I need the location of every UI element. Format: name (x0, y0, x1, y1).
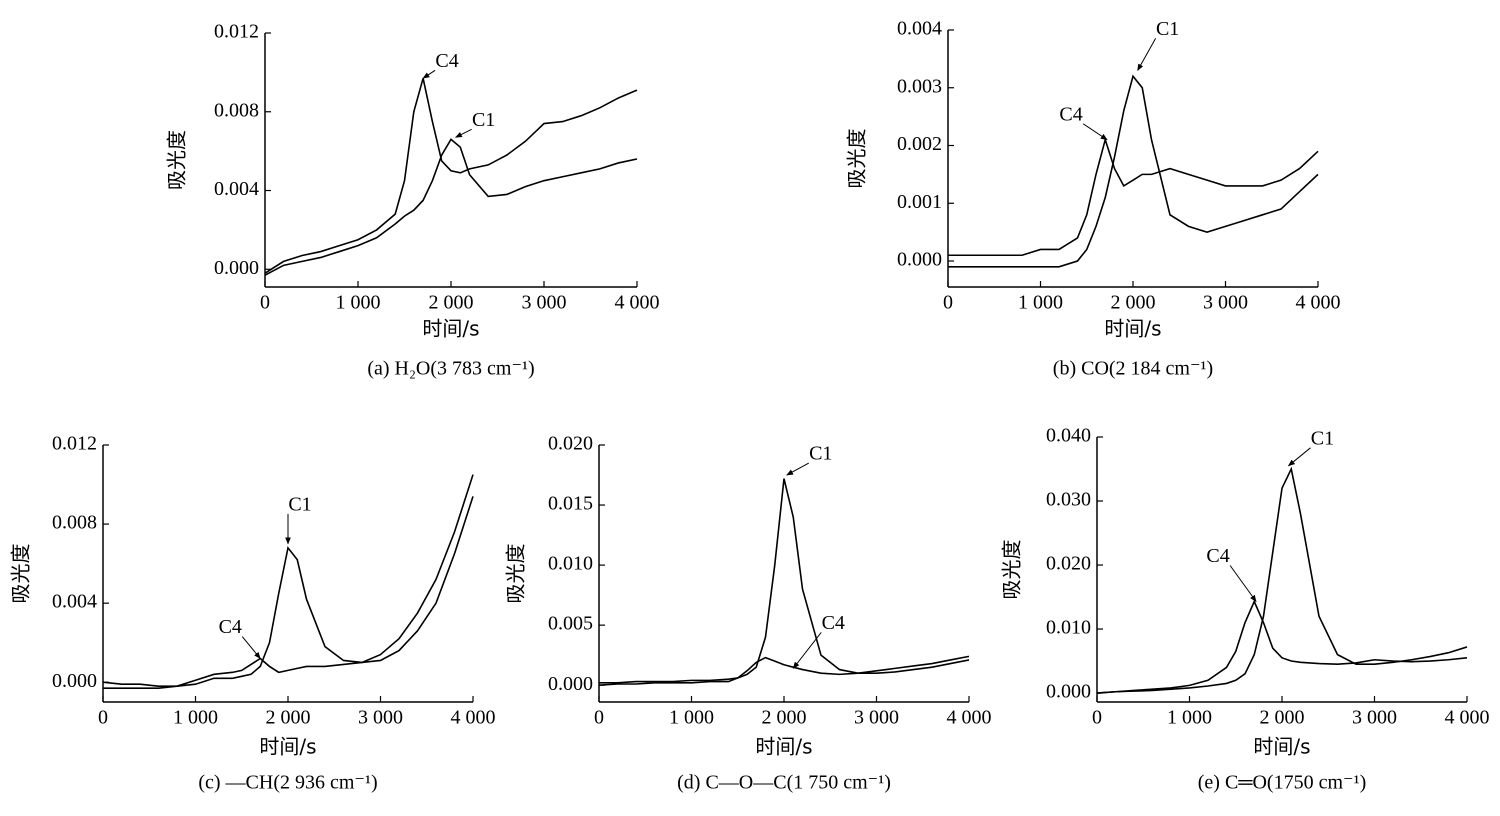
y-tick-label: 0.002 (897, 133, 942, 155)
annotation-label: C1 (1156, 18, 1179, 40)
annotation-arrow (1082, 123, 1108, 141)
y-tick-label: 0.003 (897, 75, 942, 97)
caption: (e) C═O(1750 cm⁻¹) (1198, 772, 1366, 794)
data-line (948, 136, 1319, 257)
annotation-label: C1 (809, 443, 832, 465)
annotation-label: C1 (288, 493, 311, 515)
y-tick-label: 0.000 (214, 257, 259, 279)
y-tick-label: 0.010 (1046, 617, 1091, 639)
y-tick-label: 0.030 (1046, 489, 1091, 511)
x-tick-label: 0 (98, 707, 108, 729)
x-axis-label: 时间/s (259, 735, 316, 759)
y-tick-label: 0.012 (52, 433, 97, 455)
x-tick-label: 4 000 (1445, 707, 1490, 729)
caption: (b) CO(2 184 cm⁻¹) (1053, 358, 1213, 380)
x-tick-label: 3 000 (854, 707, 899, 729)
y-tick-label: 0.012 (214, 21, 259, 43)
x-tick-label: 0 (943, 292, 953, 314)
x-tick-label: 1 000 (669, 707, 714, 729)
y-tick-label: 0.004 (214, 178, 259, 200)
panel: 0.000 0.004 0.008 0.012 0 1 000 2 000 3 000 4 00… (165, 21, 660, 380)
x-tick-label: 1 000 (173, 707, 218, 729)
y-tick-label: 0.001 (897, 191, 942, 213)
annotation-label: C4 (435, 50, 458, 72)
annotation-label: C1 (1311, 427, 1334, 449)
y-tick-label: 0.010 (548, 553, 593, 575)
annotation-label: C1 (472, 109, 495, 131)
x-tick-label: 3 000 (1203, 292, 1248, 314)
annotation-arrow (241, 636, 261, 660)
caption: (a) H₂O(3 783 cm⁻¹) (367, 358, 534, 380)
annotation-label: C4 (1059, 103, 1082, 125)
x-axis-label: 时间/s (422, 317, 479, 341)
x-tick-label: 2 000 (266, 707, 311, 729)
x-axis-label: 时间/s (755, 735, 812, 759)
y-tick-label: 0.004 (52, 591, 97, 613)
panel: 0.000 0.001 0.002 0.003 0.004 0 1 000 2 000 3 00… (845, 18, 1341, 380)
x-tick-label: 1 000 (1018, 292, 1063, 314)
x-axis-label: 时间/s (1253, 735, 1310, 759)
y-axis-label: 吸光度 (845, 129, 869, 189)
caption: (c) —CH(2 936 cm⁻¹) (198, 772, 377, 794)
x-tick-label: 3 000 (358, 707, 403, 729)
annotation-arrow (792, 632, 822, 669)
panel: 0.000 0.005 0.010 0.015 0.020 0 1 000 2 000 3 00… (504, 433, 992, 794)
y-axis-label: 吸光度 (504, 544, 528, 604)
data-line (103, 474, 474, 689)
annotation-arrow (422, 69, 436, 79)
data-line (1096, 599, 1468, 694)
panel: 0.000 0.010 0.020 0.030 0.040 0 1 000 2 000 3 00… (1000, 425, 1490, 794)
data-line (599, 478, 970, 684)
annotation-arrow (455, 128, 472, 138)
x-tick-label: 0 (1092, 707, 1102, 729)
annotation-arrow (1137, 38, 1157, 72)
x-tick-label: 4 000 (451, 707, 496, 729)
data-line (948, 74, 1319, 268)
y-axis-label: 吸光度 (1000, 540, 1024, 600)
annotation-arrow (786, 462, 810, 476)
x-tick-label: 2 000 (762, 707, 807, 729)
x-tick-label: 1 000 (1167, 707, 1212, 729)
y-tick-label: 0.004 (897, 18, 942, 40)
data-line (264, 138, 638, 276)
y-tick-label: 0.020 (548, 433, 593, 455)
x-tick-label: 2 000 (1260, 707, 1305, 729)
y-tick-label: 0.000 (1046, 681, 1091, 703)
data-line (264, 78, 638, 274)
annotation-label: C4 (822, 612, 845, 634)
x-tick-label: 3 000 (522, 292, 567, 314)
annotation-label: C4 (219, 616, 242, 638)
caption: (d) C—O—C(1 750 cm⁻¹) (677, 772, 891, 794)
panel: 0.000 0.004 0.008 0.012 0 1 000 2 000 3 000 4 00… (9, 433, 496, 794)
x-tick-label: 4 000 (615, 292, 660, 314)
annotation-arrow (1287, 447, 1311, 467)
y-tick-label: 0.000 (52, 670, 97, 692)
y-tick-label: 0.000 (548, 673, 593, 695)
y-tick-label: 0.015 (548, 493, 593, 515)
y-axis-label: 吸光度 (165, 130, 189, 190)
y-tick-label: 0.020 (1046, 553, 1091, 575)
x-tick-label: 0 (260, 292, 270, 314)
x-tick-label: 1 000 (336, 292, 381, 314)
x-axis-label: 时间/s (1104, 317, 1161, 341)
x-tick-label: 0 (594, 707, 604, 729)
y-tick-label: 0.040 (1046, 425, 1091, 447)
annotation-label: C4 (1206, 545, 1229, 567)
annotation-arrow (1229, 565, 1257, 603)
y-tick-label: 0.005 (548, 613, 593, 635)
x-tick-label: 2 000 (429, 292, 474, 314)
x-tick-label: 2 000 (1111, 292, 1156, 314)
x-tick-label: 4 000 (1296, 292, 1341, 314)
y-tick-label: 0.000 (897, 249, 942, 271)
data-line (1096, 466, 1468, 694)
y-axis-label: 吸光度 (9, 544, 33, 604)
x-tick-label: 3 000 (1352, 707, 1397, 729)
y-tick-label: 0.008 (214, 99, 259, 121)
y-tick-label: 0.008 (52, 512, 97, 534)
data-line (598, 655, 970, 686)
x-tick-label: 4 000 (947, 707, 992, 729)
